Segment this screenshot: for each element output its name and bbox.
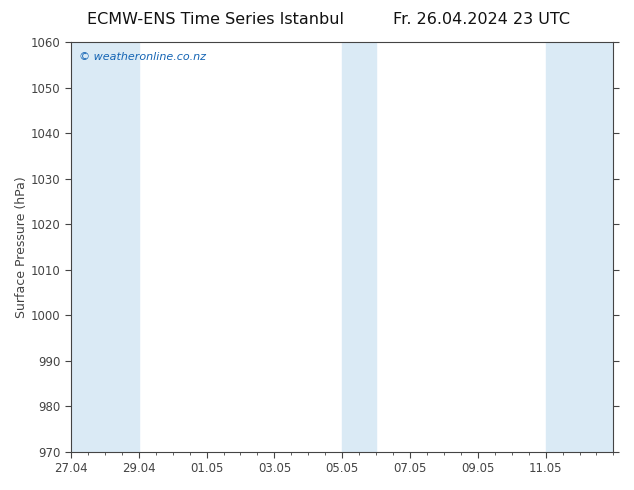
Bar bbox=[546, 42, 614, 452]
Text: ECMW-ENS Time Series Istanbul: ECMW-ENS Time Series Istanbul bbox=[87, 12, 344, 27]
Y-axis label: Surface Pressure (hPa): Surface Pressure (hPa) bbox=[15, 176, 28, 318]
Bar bbox=[342, 42, 376, 452]
Text: Fr. 26.04.2024 23 UTC: Fr. 26.04.2024 23 UTC bbox=[393, 12, 571, 27]
Text: © weatheronline.co.nz: © weatheronline.co.nz bbox=[79, 52, 206, 62]
Bar bbox=[71, 42, 139, 452]
